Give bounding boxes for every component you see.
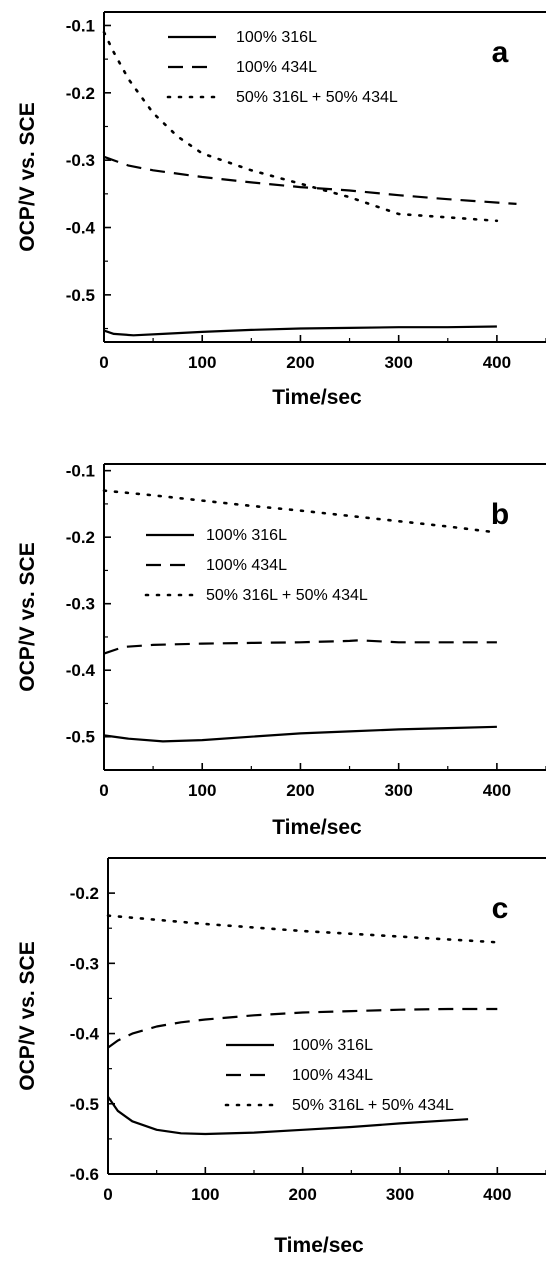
x-axis-label: Time/sec: [272, 816, 362, 839]
legend-label: 100% 316L: [236, 29, 317, 46]
legend-label: 50% 316L + 50% 434L: [236, 89, 398, 106]
legend-label: 50% 316L + 50% 434L: [292, 1097, 454, 1114]
x-tick-label: 100: [191, 1185, 219, 1204]
series-line-dashed: [103, 639, 497, 655]
y-tick-label: -0.2: [66, 528, 95, 547]
legend-label: 100% 316L: [206, 527, 287, 544]
y-tick-label: -0.6: [70, 1165, 99, 1184]
y-axis-label: OCP/V vs. SCE: [16, 542, 39, 691]
y-tick-label: -0.4: [70, 1025, 100, 1044]
x-tick-label: 0: [103, 1185, 112, 1204]
y-tick-label: -0.4: [66, 219, 96, 238]
chart-panel-b: 0 100 200 300 400 -0.5 -0.4 -0.3 -0.2 -0.1 Time/se…: [16, 462, 546, 839]
x-tick-label: 0: [99, 353, 108, 372]
y-tick-label: -0.5: [66, 286, 95, 305]
x-tick-label: 400: [483, 1185, 511, 1204]
x-tick-label: 100: [188, 781, 216, 800]
series-line-dashed: [103, 155, 517, 205]
x-axis-label: Time/sec: [272, 386, 362, 409]
y-tick-label: -0.1: [66, 462, 95, 481]
x-tick-label: 200: [286, 781, 314, 800]
y-tick-label: -0.3: [70, 954, 99, 973]
x-tick-label: 200: [288, 1185, 316, 1204]
y-tick-label: -0.5: [70, 1095, 99, 1114]
x-tick-label: 300: [384, 353, 412, 372]
legend-label: 50% 316L + 50% 434L: [206, 587, 368, 604]
x-tick-label: 0: [99, 781, 108, 800]
y-tick-label: -0.5: [66, 728, 95, 747]
y-tick-label: -0.2: [70, 884, 99, 903]
x-tick-label: 300: [384, 781, 412, 800]
series-line-solid: [103, 325, 497, 337]
series-line-dotted: [102, 489, 499, 534]
series-line-dotted: [106, 914, 499, 944]
legend-label: 100% 316L: [292, 1037, 373, 1054]
y-tick-label: -0.1: [66, 16, 95, 35]
x-axis-label: Time/sec: [274, 1234, 364, 1257]
x-tick-label: 300: [386, 1185, 414, 1204]
chart-panel-c: 0 100 200 300 400 -0.6 -0.5 -0.4 -0.3 -0.2 Time/se…: [16, 857, 546, 1257]
legend-label: 100% 434L: [292, 1067, 373, 1084]
y-axis-label: OCP/V vs. SCE: [16, 102, 39, 251]
series-line-dashed: [107, 1007, 498, 1049]
legend-label: 100% 434L: [206, 557, 287, 574]
legend-label: 100% 434L: [236, 59, 317, 76]
y-axis-label: OCP/V vs. SCE: [16, 941, 39, 1090]
y-tick-label: -0.2: [66, 84, 95, 103]
x-tick-label: 400: [483, 353, 511, 372]
y-tick-label: -0.3: [66, 151, 95, 170]
y-tick-label: -0.3: [66, 595, 95, 614]
panel-letter: c: [492, 892, 509, 925]
series-line-solid: [107, 1096, 469, 1136]
x-tick-label: 400: [483, 781, 511, 800]
x-tick-label: 100: [188, 353, 216, 372]
panel-letter: a: [492, 36, 509, 69]
x-tick-label: 200: [286, 353, 314, 372]
panel-letter: b: [491, 498, 509, 531]
y-tick-label: -0.4: [66, 661, 96, 680]
series-line-solid: [103, 725, 497, 743]
chart-panel-a: 0 100 200 300 400 -0.5 -0.4 -0.3 -0.2 -0.1 Time/se…: [16, 11, 546, 409]
